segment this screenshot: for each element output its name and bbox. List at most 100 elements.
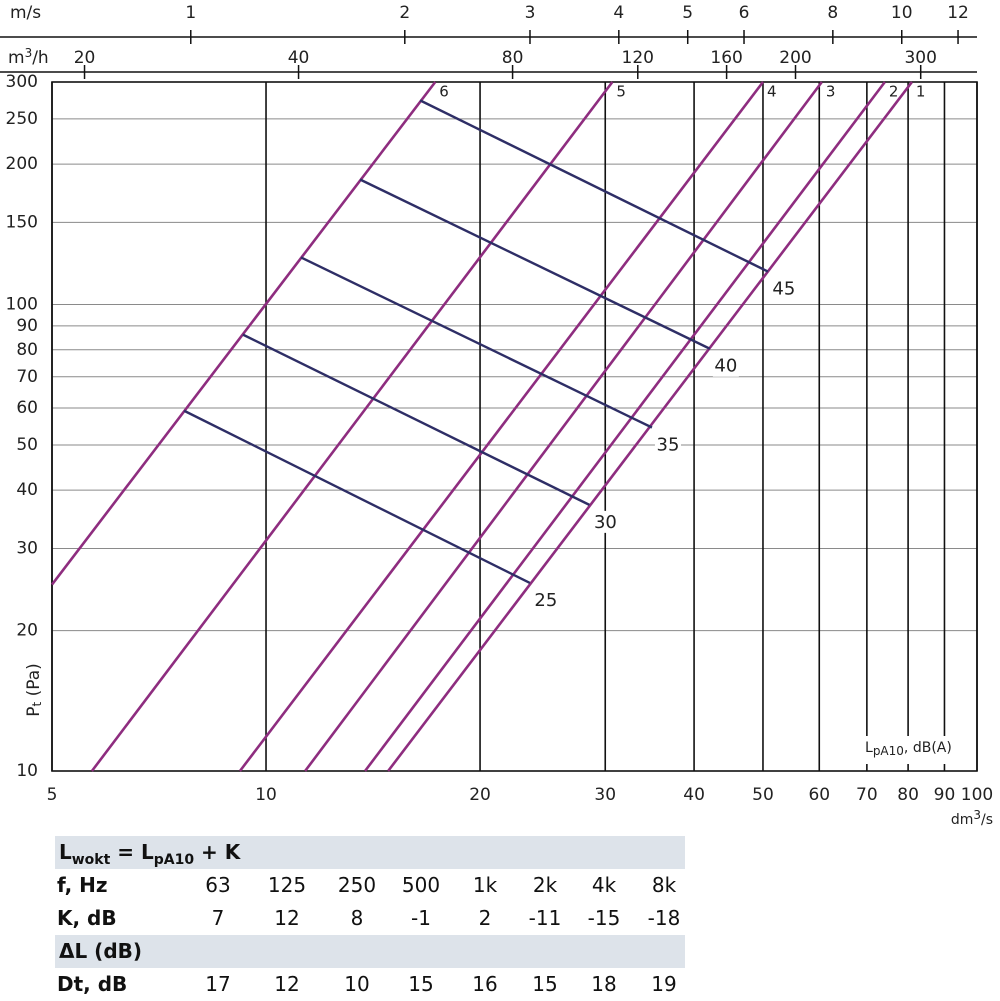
annotation-bg — [862, 736, 970, 764]
y-tick-label: 50 — [16, 435, 38, 455]
table-row: Dt, dB 17 12 10 15 16 15 18 19 — [55, 968, 685, 1001]
series-label: 2 — [889, 83, 899, 101]
x-tick-label: 60 — [808, 785, 830, 805]
table-cell: 63 — [205, 873, 231, 897]
y-axis-label-part: P — [24, 707, 44, 717]
x-tick-label: 100 — [961, 785, 993, 805]
top-axis-tick-label: 40 — [288, 48, 310, 68]
annotation: LpA10, dB(A) — [865, 740, 952, 758]
table-cell: f, Hz — [57, 873, 108, 897]
table-cell: Dt, dB — [57, 972, 128, 996]
y-tick-label: 20 — [16, 621, 38, 641]
table-cell: 2 — [478, 906, 492, 930]
series-line — [183, 409, 531, 585]
series-label: 40 — [714, 356, 737, 377]
x-tick-label: 20 — [469, 785, 491, 805]
table-cell: 12 — [274, 906, 300, 930]
x-tick-label: 50 — [752, 785, 774, 805]
y-tick-label: 100 — [6, 295, 38, 315]
table-cell: 500 — [401, 873, 441, 897]
table-row: K, dB 7 12 8 -1 2 -11 -15 -18 — [55, 902, 685, 935]
table-cell: 2k — [532, 873, 558, 897]
top-axis-tick-label: 12 — [947, 3, 969, 23]
table-cell: 8k — [651, 873, 677, 897]
x-tick-label: 30 — [594, 785, 616, 805]
top-axis-tick-label: 6 — [739, 3, 750, 23]
top-axis-title-part: 3 — [25, 46, 33, 60]
annotation-part: , dB(A) — [904, 740, 952, 756]
series-line — [419, 99, 769, 273]
y-axis-label: Pt (Pa) — [24, 663, 44, 717]
top-axis-title-part: m/s — [10, 3, 41, 23]
label-bg — [532, 588, 559, 611]
annotation-part: L — [865, 740, 873, 756]
table-cell: + K — [194, 840, 241, 864]
y-tick-label: 60 — [16, 398, 38, 418]
table-section: ΔL (dB) — [55, 935, 685, 968]
annotation-part: pA10 — [873, 744, 904, 758]
top-axis-tick-label: 4 — [613, 3, 624, 23]
table-cell: -11 — [528, 906, 562, 930]
table-cell: 17 — [205, 972, 231, 996]
series-line — [242, 333, 590, 506]
x-axis-label-part: /s — [981, 812, 993, 828]
top-axis-tick-label: 3 — [525, 3, 536, 23]
series-label: 1 — [916, 83, 926, 101]
x-tick-label: 5 — [47, 785, 58, 805]
y-tick-label: 30 — [16, 538, 38, 558]
top-axis-tick-label: 5 — [682, 3, 693, 23]
x-axis-label-part: 3 — [973, 808, 981, 822]
table-cell: 18 — [591, 972, 617, 996]
x-tick-label: 40 — [683, 785, 705, 805]
series-label: 4 — [767, 83, 777, 101]
label-bg — [654, 433, 681, 456]
table-cell: 4k — [591, 873, 617, 897]
top-axis-title-part: m — [8, 48, 25, 68]
x-tick-label: 10 — [255, 785, 277, 805]
y-tick-label: 80 — [16, 340, 38, 360]
series-label: 45 — [772, 279, 795, 300]
series-label: 35 — [657, 435, 680, 456]
top-axis-tick-label: 1 — [185, 3, 196, 23]
table-cell: 15 — [532, 972, 558, 996]
series-label: 6 — [439, 83, 449, 101]
top-axis-title: m/s — [10, 3, 41, 23]
label-bg — [712, 354, 739, 377]
table-cell: 7 — [211, 906, 225, 930]
series-line — [90, 81, 614, 772]
table-cell: 10 — [344, 972, 370, 996]
series-line — [50, 81, 437, 586]
table-cell: ΔL (dB) — [59, 939, 143, 963]
table-cell: = L — [110, 840, 154, 864]
top-axis-tick-label: 300 — [904, 48, 936, 68]
series-line — [363, 81, 886, 772]
top-axis-title-part: /h — [32, 48, 49, 68]
y-tick-label: 70 — [16, 367, 38, 387]
table-cell: 16 — [472, 972, 498, 996]
table-cell: 8 — [350, 906, 364, 930]
top-axis-tick-label: 2 — [399, 3, 410, 23]
table-cell: 125 — [267, 873, 307, 897]
table-cell: -18 — [647, 906, 681, 930]
table: Lwokt = LpA10 + K f, Hz 63 125 250 500 1k 2k 4k 8… — [55, 836, 685, 1001]
y-tick-label: 10 — [16, 761, 38, 781]
y-axis-label-part: t — [30, 702, 44, 707]
label-bg — [770, 277, 797, 300]
table-cell: 12 — [274, 972, 300, 996]
series-label: 3 — [826, 83, 836, 101]
top-axis-tick-label: 8 — [827, 3, 838, 23]
series-label: 5 — [616, 83, 626, 101]
top-axis-title: m3/h — [8, 46, 49, 68]
table-cell: 15 — [408, 972, 434, 996]
top-axis-tick-label: 20 — [74, 48, 96, 68]
table-cell: -15 — [587, 906, 621, 930]
y-tick-label: 90 — [16, 316, 38, 336]
series-label: 30 — [594, 512, 617, 533]
table-cell: 250 — [337, 873, 377, 897]
table-cell: pA10 — [153, 852, 195, 868]
series-line — [238, 81, 765, 772]
x-tick-label: 80 — [897, 785, 919, 805]
plot-frame — [51, 81, 978, 772]
table-cell: -1 — [411, 906, 431, 930]
